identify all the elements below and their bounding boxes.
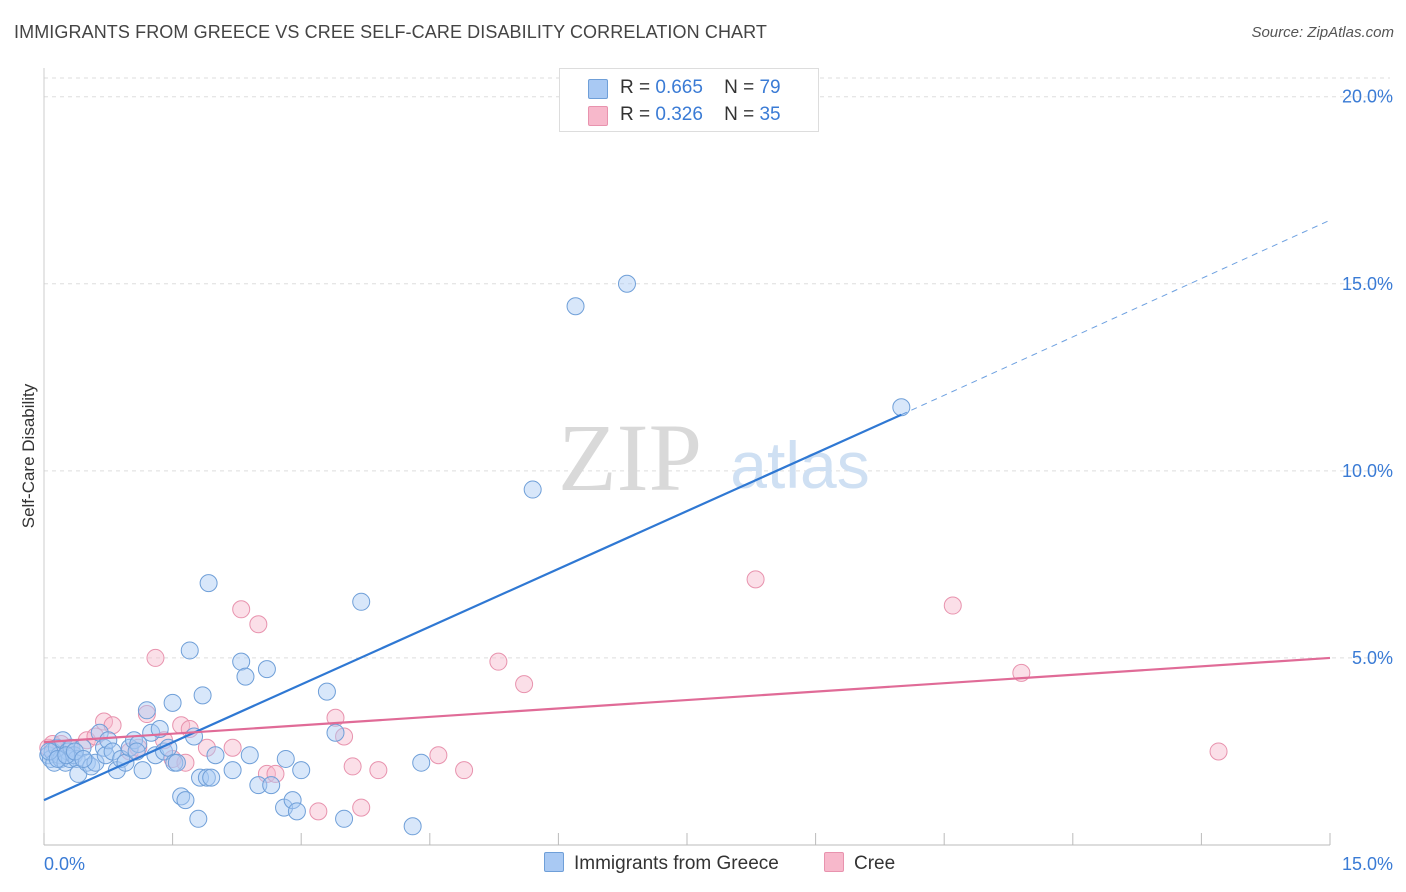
greece-point — [167, 753, 186, 772]
greece-point — [193, 686, 212, 705]
cree-point — [309, 802, 328, 821]
cree-point — [232, 600, 251, 619]
greece-point — [223, 761, 242, 780]
legend-n-label: N = — [724, 77, 755, 98]
greece-trend-line — [43, 413, 902, 802]
legend-r-label: R = — [620, 77, 651, 98]
cree-point — [352, 798, 371, 817]
greece-point — [133, 761, 152, 780]
legend-r-value-greece: 0.665 — [655, 77, 703, 98]
greece-point — [99, 731, 118, 750]
greece-point — [403, 817, 422, 836]
greece-point — [257, 660, 276, 679]
greece-point — [142, 723, 161, 742]
bottom-swatch-greece — [544, 852, 564, 872]
greece-point — [352, 592, 371, 611]
cree-point — [335, 727, 354, 746]
greece-point — [317, 682, 336, 701]
x-tick-labels: 0.0% 15.0% — [44, 854, 1393, 874]
x-tick-label: 15.0% — [1342, 854, 1393, 874]
axes — [43, 68, 1331, 846]
greece-point — [197, 768, 216, 787]
cree-point — [489, 652, 508, 671]
greece-point — [523, 480, 542, 499]
greece-point — [283, 791, 302, 810]
greece-point — [566, 297, 585, 316]
cree-point — [137, 705, 156, 724]
greece-point — [202, 768, 221, 787]
x-tick-label: 0.0% — [44, 854, 85, 874]
greece-point — [412, 753, 431, 772]
y-tick-labels: 5.0% 10.0% 15.0% 20.0% — [1342, 87, 1393, 668]
y-tick-label: 20.0% — [1342, 87, 1393, 107]
greece-point — [189, 809, 208, 828]
cree-point — [429, 746, 448, 765]
greece-point — [137, 701, 156, 720]
greece-point — [326, 723, 345, 742]
y-axis-label: Self-Care Disability — [19, 383, 38, 528]
y-tick-label: 5.0% — [1352, 648, 1393, 668]
greece-point — [48, 749, 67, 768]
source-label: Source: ZipAtlas.com — [1251, 24, 1394, 41]
cree-point — [249, 615, 268, 634]
cree-point — [146, 648, 165, 667]
greece-trend-extension — [901, 219, 1331, 416]
greece-point — [74, 749, 93, 768]
cree-point — [943, 596, 962, 615]
greece-point — [163, 693, 182, 712]
cree-point — [223, 738, 242, 757]
greece-point — [199, 574, 218, 593]
cree-point — [95, 712, 114, 731]
greece-point — [262, 776, 281, 795]
greece-point — [335, 809, 354, 828]
bottom-legend-cree: Cree — [824, 852, 895, 875]
bottom-legend-cree-label: Cree — [854, 853, 896, 874]
greece-point — [236, 667, 255, 686]
bottom-swatch-cree — [824, 852, 844, 872]
greece-point — [292, 761, 311, 780]
greece-point — [276, 749, 295, 768]
greece-points — [39, 274, 911, 836]
greece-point — [180, 641, 199, 660]
greece-point — [176, 791, 195, 810]
greece-point — [617, 274, 636, 293]
legend-swatch-cree — [588, 106, 608, 126]
bottom-legend-greece-label: Immigrants from Greece — [574, 853, 779, 874]
greece-point — [249, 776, 268, 795]
grid-lines — [44, 77, 1390, 659]
watermark-zip: ZIP — [558, 404, 702, 511]
cree-point — [369, 761, 388, 780]
greece-point — [86, 753, 105, 772]
legend-swatch-greece — [588, 79, 608, 99]
legend-r-label: R = — [620, 104, 651, 125]
legend-r-value-cree: 0.326 — [655, 104, 703, 125]
legend-n-value-greece: 79 — [759, 77, 781, 98]
greece-point — [287, 802, 306, 821]
greece-point — [206, 746, 225, 765]
trend-lines — [43, 219, 1331, 802]
greece-point — [57, 746, 76, 765]
legend-n-value-cree: 35 — [759, 104, 781, 125]
cree-point — [343, 757, 362, 776]
legend-n-label: N = — [724, 104, 755, 125]
greece-point — [892, 398, 911, 417]
greece-point — [232, 652, 251, 671]
greece-point — [240, 746, 259, 765]
cree-trend-line — [43, 656, 1331, 744]
chart-title: IMMIGRANTS FROM GREECE VS CREE SELF-CARE… — [14, 22, 768, 42]
cree-point — [515, 675, 534, 694]
y-tick-label: 10.0% — [1342, 461, 1393, 481]
greece-point — [67, 749, 86, 768]
cree-point — [746, 570, 765, 589]
legend: R = 0.665 N = 79 R = 0.326 N = 35 — [559, 68, 819, 132]
cree-point — [455, 761, 474, 780]
cree-point — [1209, 742, 1228, 761]
watermark: ZIP atlas — [558, 404, 870, 511]
cree-point — [266, 764, 285, 783]
y-tick-label: 15.0% — [1342, 274, 1393, 294]
bottom-legend-greece: Immigrants from Greece — [544, 852, 779, 875]
